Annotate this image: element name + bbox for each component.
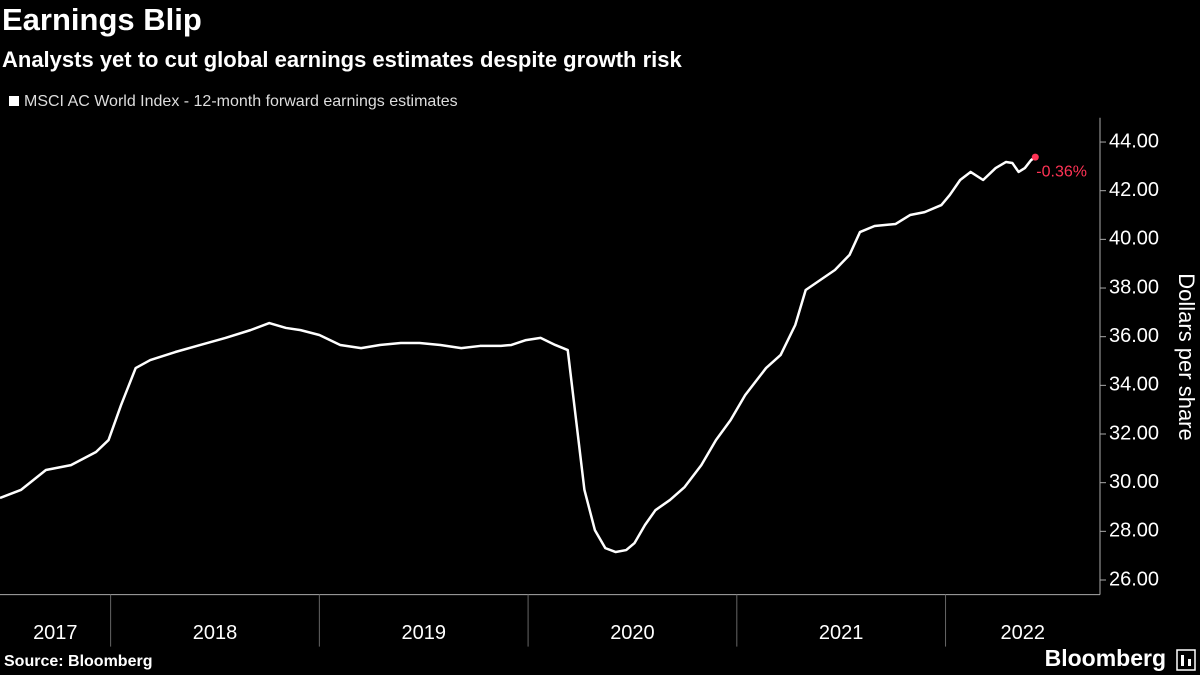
x-tick-label: 2019 (401, 622, 446, 644)
logo-icon (1176, 649, 1196, 671)
x-tick-label: 2017 (33, 622, 78, 644)
x-tick-label: 2020 (610, 622, 655, 644)
x-tick-label: 2018 (193, 622, 238, 644)
source: Source: Bloomberg (4, 653, 152, 670)
y-tick-label: 26.00 (1109, 568, 1159, 590)
y-tick-label: 40.00 (1109, 228, 1159, 250)
logo-icon-bar (1181, 655, 1184, 666)
y-tick-label: 32.00 (1109, 422, 1159, 444)
logo: Bloomberg (1045, 645, 1166, 671)
y-tick-label: 38.00 (1109, 276, 1159, 298)
legend-label: MSCI AC World Index - 12-month forward e… (24, 93, 458, 110)
y-tick-label: 28.00 (1109, 520, 1159, 542)
y-tick-label: 34.00 (1109, 374, 1159, 396)
y-tick-label: 44.00 (1109, 130, 1159, 152)
x-tick-label: 2021 (819, 622, 864, 644)
x-tick-label: 2022 (1001, 622, 1046, 644)
y-tick-label: 42.00 (1109, 179, 1159, 201)
last-point (1031, 153, 1039, 161)
chart-subtitle: Analysts yet to cut global earnings esti… (2, 47, 682, 72)
legend-swatch (9, 96, 19, 106)
logo-icon-bar (1188, 659, 1191, 666)
chart-title: Earnings Blip (2, 2, 202, 37)
y-tick-label: 30.00 (1109, 471, 1159, 493)
y-axis-label: Dollars per share (1174, 273, 1199, 441)
line (0, 156, 1037, 554)
annotation: -0.36% (1036, 163, 1087, 180)
y-tick-label: 36.00 (1109, 325, 1159, 347)
